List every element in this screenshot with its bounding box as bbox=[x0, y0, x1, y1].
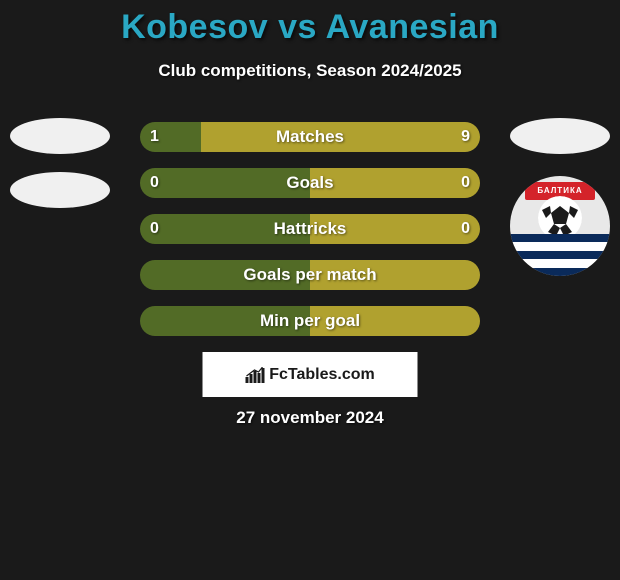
crest-stripes bbox=[510, 234, 610, 276]
snapshot-date: 27 november 2024 bbox=[0, 408, 620, 428]
metric-right-value: 9 bbox=[461, 122, 470, 152]
metric-right-value: 0 bbox=[461, 168, 470, 198]
right-player-badges: БАЛТИКА bbox=[510, 118, 610, 276]
metric-label: Matches bbox=[140, 122, 480, 152]
metric-label: Min per goal bbox=[140, 306, 480, 336]
metric-row-goals-per-match: Goals per match bbox=[140, 260, 480, 290]
metric-right-value: 0 bbox=[461, 214, 470, 244]
metric-row-matches: Matches1 9 bbox=[140, 122, 480, 152]
club-crest: БАЛТИКА bbox=[510, 176, 610, 276]
club-badge-placeholder bbox=[10, 172, 110, 208]
attribution-banner: FcTables.com bbox=[203, 352, 418, 397]
metric-left-value: 0 bbox=[150, 214, 159, 244]
subtitle: Club competitions, Season 2024/2025 bbox=[0, 61, 620, 81]
attribution-text: FcTables.com bbox=[269, 366, 375, 384]
metric-left-value: 0 bbox=[150, 168, 159, 198]
metric-row-hattricks: Hattricks0 0 bbox=[140, 214, 480, 244]
chart-icon bbox=[245, 367, 265, 383]
metric-row-goals: Goals0 0 bbox=[140, 168, 480, 198]
left-player-badges bbox=[10, 118, 110, 226]
metric-label: Goals bbox=[140, 168, 480, 198]
metric-left-value: 1 bbox=[150, 122, 159, 152]
metric-label: Goals per match bbox=[140, 260, 480, 290]
club-badge-placeholder bbox=[10, 118, 110, 154]
club-badge-placeholder bbox=[510, 118, 610, 154]
comparison-bars: Matches19Goals00Hattricks00Goals per mat… bbox=[140, 122, 480, 352]
page-title: Kobesov vs Avanesian bbox=[0, 0, 620, 47]
metric-label: Hattricks bbox=[140, 214, 480, 244]
metric-row-min-per-goal: Min per goal bbox=[140, 306, 480, 336]
